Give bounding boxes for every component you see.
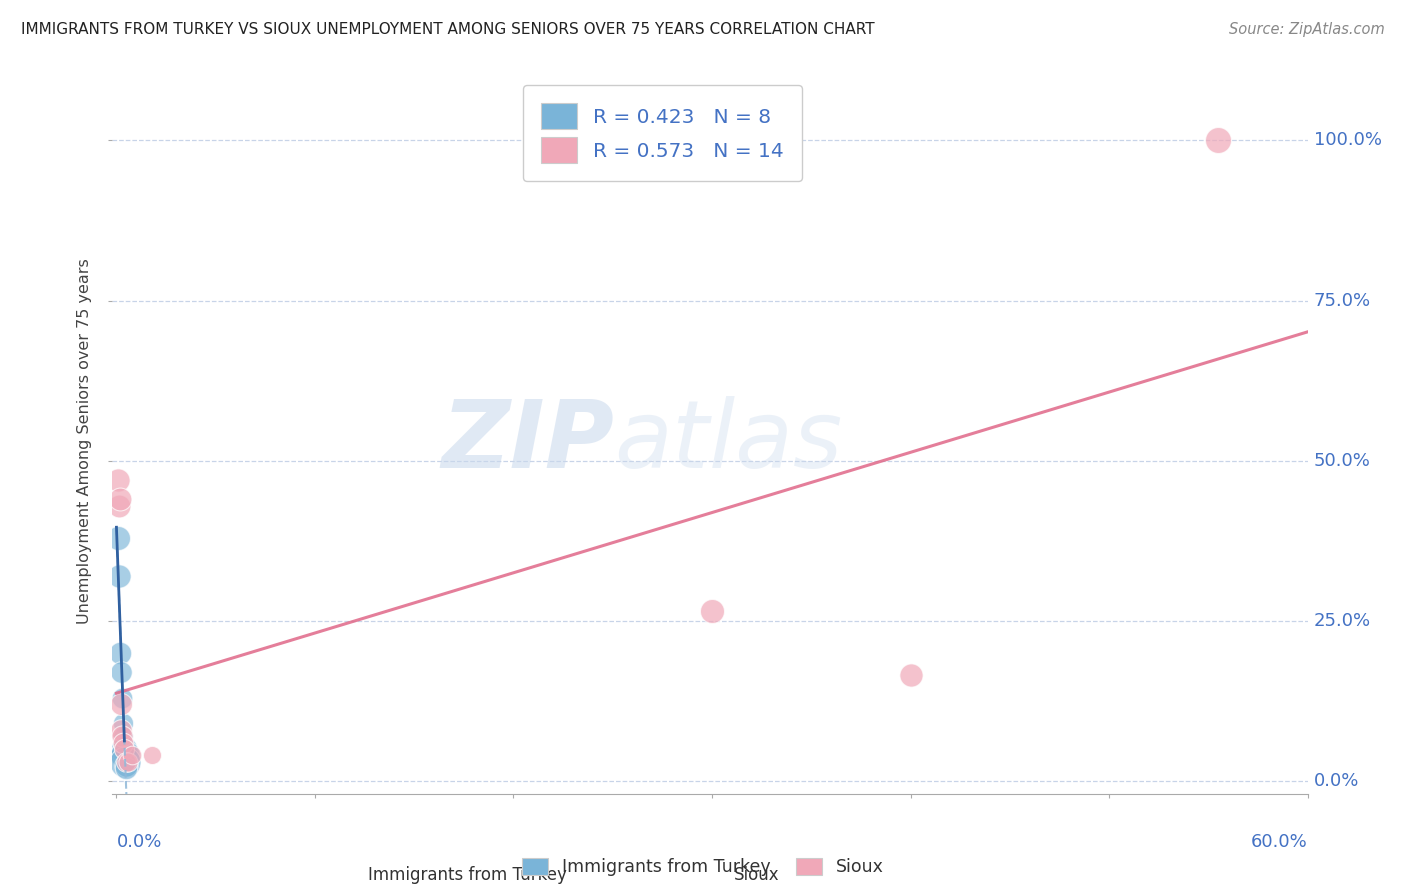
Point [112,742,135,756]
Point [115,761,138,775]
Point [117,755,139,769]
Point [900,668,922,682]
Point [107,473,129,487]
Point [121,748,143,763]
Point [115,755,138,769]
Text: 50.0%: 50.0% [1313,451,1371,470]
Point [114,748,136,763]
Point [110,492,132,507]
Point [1206,133,1229,147]
Point [108,569,131,583]
Legend: Immigrants from Turkey, Sioux: Immigrants from Turkey, Sioux [515,851,891,883]
Point [107,531,129,545]
Point [110,665,132,680]
Point [112,729,135,743]
Text: Sioux: Sioux [734,866,779,884]
Point [115,758,138,772]
Point [141,748,163,763]
Point [110,697,132,711]
Text: atlas: atlas [614,396,842,487]
Point [111,729,134,743]
Text: 75.0%: 75.0% [1313,292,1371,310]
Text: Source: ZipAtlas.com: Source: ZipAtlas.com [1229,22,1385,37]
Text: 25.0%: 25.0% [1313,612,1371,630]
Text: ZIP: ZIP [441,395,614,488]
Text: 0.0%: 0.0% [117,833,162,851]
Text: Immigrants from Turkey: Immigrants from Turkey [368,866,567,884]
Y-axis label: Unemployment Among Seniors over 75 years: Unemployment Among Seniors over 75 years [77,259,93,624]
Text: 100.0%: 100.0% [1313,131,1382,150]
Point [108,499,131,513]
Point [112,748,135,763]
Point [112,736,135,750]
Text: IMMIGRANTS FROM TURKEY VS SIOUX UNEMPLOYMENT AMONG SENIORS OVER 75 YEARS CORRELA: IMMIGRANTS FROM TURKEY VS SIOUX UNEMPLOY… [21,22,875,37]
Legend: R = 0.423   N = 8, R = 0.573   N = 14: R = 0.423 N = 8, R = 0.573 N = 14 [523,85,801,181]
Point [111,690,134,705]
Point [110,646,132,660]
Point [114,755,136,769]
Point [110,723,132,737]
Point [700,604,723,618]
Point [111,716,134,731]
Text: 60.0%: 60.0% [1251,833,1308,851]
Text: 0.0%: 0.0% [1313,772,1360,790]
Point [112,742,135,756]
